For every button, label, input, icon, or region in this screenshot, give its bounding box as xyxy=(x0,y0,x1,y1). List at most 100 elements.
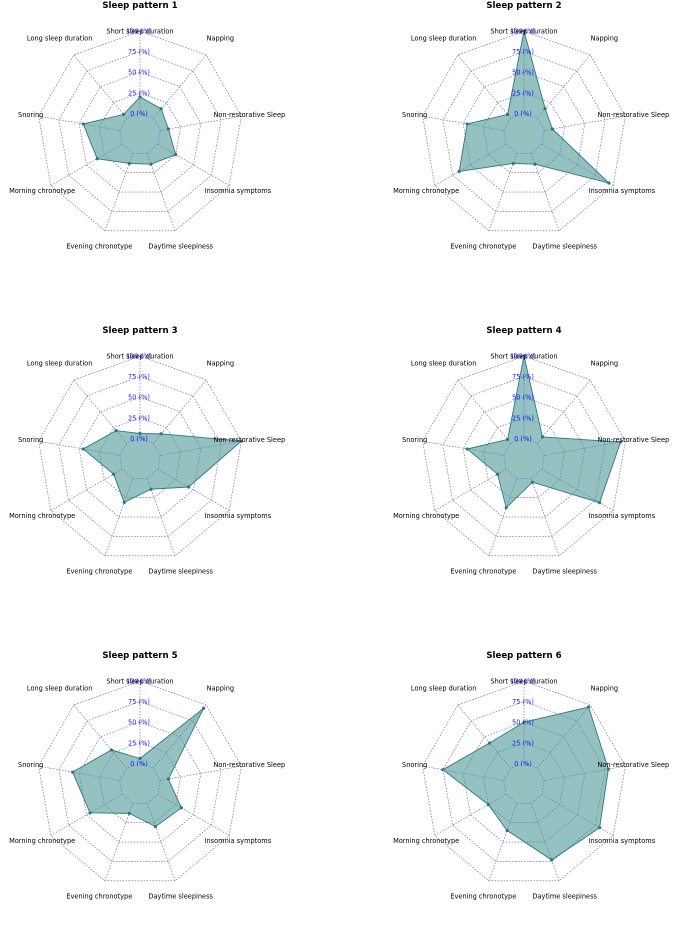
data-point-9 xyxy=(487,741,492,745)
data-point-1 xyxy=(138,95,142,99)
data-point-3 xyxy=(166,127,171,131)
axis-label-6: Evening chronotype xyxy=(450,567,516,575)
tick-label: 100 (%) xyxy=(126,678,152,686)
tick-label: 50 (%) xyxy=(128,69,150,77)
axis-label-1: Short sleep duration xyxy=(490,353,557,361)
radar-panel-3: Sleep pattern 3 0 (%) 25 (%) 50 (%) 75 (%) 10… xyxy=(9,326,285,575)
grid-ring xyxy=(442,376,606,537)
axis-label-9: Long sleep duration xyxy=(27,360,92,368)
tick-label: 50 (%) xyxy=(128,719,150,727)
data-point-4 xyxy=(598,826,602,830)
radar-panel-2: Sleep pattern 2 0 (%) 25 (%) 50 (%) 75 (%) 10… xyxy=(393,1,669,250)
axis-label-4: Insomnia symptoms xyxy=(205,837,272,845)
grid-ring xyxy=(38,30,242,232)
axis-label-4: Insomnia symptoms xyxy=(589,187,656,195)
data-point-2 xyxy=(587,705,591,709)
data-area xyxy=(82,96,177,165)
data-point-1 xyxy=(522,29,526,33)
tick-label: 25 (%) xyxy=(128,89,150,97)
axis-label-3: Non-restorative Sleep xyxy=(597,436,669,444)
data-point-2 xyxy=(201,706,206,710)
axis-label-5: Daytime sleepiness xyxy=(148,567,213,575)
tick-label: 100 (%) xyxy=(510,353,536,361)
axis-label-9: Long sleep duration xyxy=(411,35,476,43)
axis-label-2: Napping xyxy=(207,685,235,693)
axis-label-1: Short sleep duration xyxy=(490,678,557,686)
panel-title: Sleep pattern 1 xyxy=(102,1,177,11)
data-point-6 xyxy=(511,161,515,166)
radar-panel-6: Sleep pattern 6 0 (%) 25 (%) 50 (%) 75 (%) 10… xyxy=(393,651,669,900)
grid-spoke xyxy=(50,469,123,511)
tick-label: 100 (%) xyxy=(510,28,536,36)
tick-label: 0 (%) xyxy=(514,435,532,443)
data-area xyxy=(442,706,609,861)
data-point-4 xyxy=(179,806,183,810)
axis-label-1: Short sleep duration xyxy=(490,28,557,36)
data-point-2 xyxy=(159,432,163,436)
data-point-7 xyxy=(495,472,500,476)
data-point-9 xyxy=(114,428,118,433)
data-point-7 xyxy=(457,169,461,174)
data-point-9 xyxy=(121,112,126,117)
axis-label-9: Long sleep duration xyxy=(27,35,92,43)
data-point-6 xyxy=(127,161,131,166)
data-point-4 xyxy=(186,485,191,489)
axis-label-8: Snoring xyxy=(402,111,427,119)
grid-ring xyxy=(422,355,626,557)
axis-label-6: Evening chronotype xyxy=(66,567,132,575)
grid-ring xyxy=(58,701,222,862)
data-point-2 xyxy=(159,107,163,111)
axis-label-9: Long sleep duration xyxy=(411,685,476,693)
axis-label-3: Non-restorative Sleep xyxy=(213,436,285,444)
axis-label-1: Short sleep duration xyxy=(106,678,173,686)
axis-label-2: Napping xyxy=(591,685,619,693)
grid-ring xyxy=(78,396,202,518)
axis-label-5: Daytime sleepiness xyxy=(148,242,213,250)
axis-label-3: Non-restorative Sleep xyxy=(597,111,669,119)
tick-label: 50 (%) xyxy=(512,69,534,77)
data-point-1 xyxy=(522,720,526,724)
tick-label: 50 (%) xyxy=(512,719,534,727)
axis-label-9: Long sleep duration xyxy=(27,685,92,693)
axis-label-7: Morning chronotype xyxy=(9,512,75,520)
data-point-5 xyxy=(149,487,153,491)
data-point-3 xyxy=(550,127,555,131)
panel-title: Sleep pattern 2 xyxy=(486,1,561,11)
data-point-5 xyxy=(533,162,537,166)
data-point-7 xyxy=(111,472,116,476)
data-point-2 xyxy=(543,107,547,111)
grid-ring xyxy=(462,396,586,518)
data-point-6 xyxy=(127,811,131,816)
axis-label-8: Snoring xyxy=(18,436,43,444)
data-point-8 xyxy=(465,122,469,126)
axis-label-9: Long sleep duration xyxy=(411,360,476,368)
tick-label: 25 (%) xyxy=(512,89,534,97)
axis-label-1: Short sleep duration xyxy=(106,28,173,36)
tick-label: 0 (%) xyxy=(514,760,532,768)
radar-panel-1: Sleep pattern 1 0 (%) 25 (%) 50 (%) 75 (%) 10… xyxy=(9,1,285,250)
data-point-5 xyxy=(153,824,158,829)
tick-label: 75 (%) xyxy=(128,48,150,56)
data-point-2 xyxy=(540,435,545,439)
tick-label: 100 (%) xyxy=(510,678,536,686)
data-area xyxy=(466,355,622,509)
tick-label: 25 (%) xyxy=(512,739,534,747)
grid-spoke xyxy=(457,379,511,444)
data-point-8 xyxy=(81,122,85,126)
tick-label: 0 (%) xyxy=(130,760,148,768)
axis-label-7: Morning chronotype xyxy=(393,512,459,520)
data-point-1 xyxy=(522,354,526,358)
tick-label: 0 (%) xyxy=(130,110,148,118)
data-point-9 xyxy=(505,437,510,442)
data-point-4 xyxy=(607,181,611,185)
data-point-6 xyxy=(505,828,509,833)
data-point-4 xyxy=(598,501,602,505)
data-point-1 xyxy=(138,756,142,761)
axis-label-6: Evening chronotype xyxy=(66,242,132,250)
data-point-9 xyxy=(109,748,113,752)
grid-spoke xyxy=(457,54,511,119)
panel-title: Sleep pattern 4 xyxy=(486,326,561,336)
tick-label: 25 (%) xyxy=(128,739,150,747)
tick-label: 100 (%) xyxy=(126,28,152,36)
panel-title: Sleep pattern 5 xyxy=(102,651,177,661)
